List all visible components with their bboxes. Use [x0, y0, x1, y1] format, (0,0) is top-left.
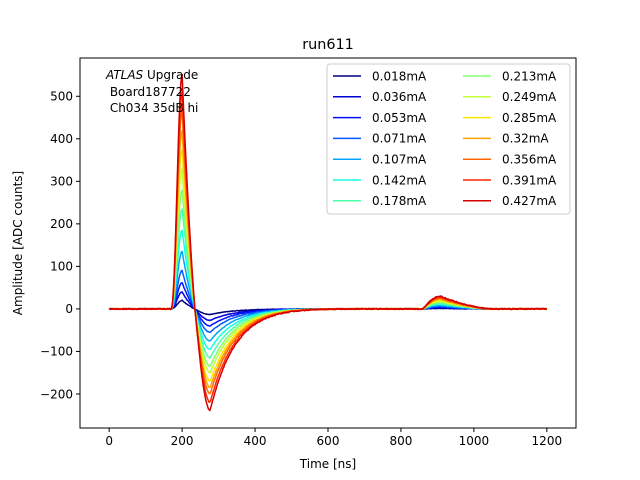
annotation-upgrade: Upgrade [143, 68, 198, 82]
legend-label: 0.356mA [502, 153, 557, 167]
x-tick-label: 200 [171, 434, 194, 448]
x-tick-label: 400 [244, 434, 267, 448]
legend-label: 0.285mA [502, 111, 557, 125]
annotation-board: Board187722 [106, 85, 191, 99]
chart-title: run611 [302, 37, 354, 53]
x-tick-label: 1200 [532, 434, 563, 448]
legend-label: 0.142mA [372, 173, 427, 187]
legend-label: 0.249mA [502, 90, 557, 104]
y-tick-label: 300 [50, 175, 73, 189]
legend-label: 0.213mA [502, 69, 557, 83]
y-axis-label: Amplitude [ADC counts] [11, 171, 25, 315]
annotation-line-1: ATLAS Upgrade [105, 68, 198, 82]
x-tick-label: 0 [105, 434, 113, 448]
legend-label: 0.32mA [502, 132, 549, 146]
annotation-atlas: ATLAS [105, 68, 144, 82]
x-axis-label: Time [ns] [299, 457, 356, 471]
x-tick-label: 800 [389, 434, 412, 448]
x-tick-label: 1000 [459, 434, 490, 448]
legend-label: 0.018mA [372, 69, 427, 83]
y-tick-label: −100 [40, 345, 73, 359]
axis-ticks: 0 200 400 600 800 1000 1200 −200 −100 0 100 200 300 4… [40, 90, 562, 448]
atlas-annotation: ATLAS Upgrade Board187722 Ch034 35dB hi [105, 68, 198, 115]
y-tick-label: −200 [40, 387, 73, 401]
legend-label: 0.427mA [502, 194, 557, 208]
legend-label: 0.107mA [372, 153, 427, 167]
y-tick-label: 0 [65, 302, 73, 316]
series-line-0.427mA [108, 73, 547, 412]
x-tick-label: 600 [317, 434, 340, 448]
annotation-channel: Ch034 35dB hi [106, 101, 198, 115]
legend-box [326, 63, 571, 215]
y-tick-label: 200 [50, 217, 73, 231]
legend-label: 0.053mA [372, 111, 427, 125]
y-tick-label: 500 [50, 90, 73, 104]
y-tick-label: 100 [50, 260, 73, 274]
legend-label: 0.178mA [372, 194, 427, 208]
legend-label: 0.071mA [372, 132, 427, 146]
series-group [108, 73, 548, 412]
y-tick-label: 400 [50, 132, 73, 146]
legend-label: 0.036mA [372, 90, 427, 104]
legend-label: 0.391mA [502, 173, 557, 187]
legend: 0.018mA 0.036mA 0.053mA 0.071mA 0.107mA 0.142… [326, 63, 571, 215]
